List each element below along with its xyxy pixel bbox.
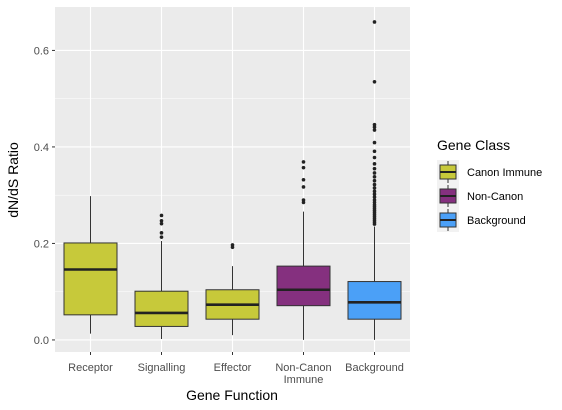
x-tick-label: Background: [345, 362, 404, 374]
outlier-point: [301, 160, 306, 164]
outlier-point: [372, 198, 377, 202]
box-group: [347, 20, 402, 340]
box-group: [63, 196, 118, 334]
legend-label: Canon Immune: [467, 167, 542, 179]
legend-title: Gene Class: [437, 137, 510, 153]
outlier-point: [230, 243, 235, 247]
outlier-point: [372, 182, 377, 187]
box-iqr: [63, 242, 118, 316]
box-group: [134, 213, 189, 339]
x-tick-label: Non-Canon: [275, 362, 331, 374]
outlier-point: [372, 189, 377, 194]
outlier-point: [372, 178, 377, 183]
outlier-point: [159, 235, 164, 239]
x-tick-label: Immune: [284, 374, 324, 386]
y-tick-label: 0.0: [34, 335, 49, 347]
outlier-point: [159, 218, 164, 223]
y-tick-label: 0.2: [34, 238, 49, 250]
outlier-point: [372, 166, 377, 171]
outlier-point: [301, 185, 306, 189]
outlier-point: [372, 140, 377, 145]
box-group: [205, 243, 260, 336]
box-iqr: [134, 290, 189, 327]
outlier-point: [372, 155, 377, 160]
outlier-point: [372, 195, 377, 199]
outlier-point: [372, 20, 377, 24]
outlier-point: [372, 122, 377, 127]
outlier-point: [301, 177, 306, 182]
x-tick-label: Signalling: [138, 362, 186, 374]
x-tick-label: Effector: [214, 362, 252, 374]
outlier-point: [372, 171, 377, 175]
outlier-point: [372, 175, 377, 179]
y-tick-label: 0.4: [34, 142, 49, 154]
y-axis-title: dN/dS Ratio: [5, 142, 21, 218]
x-axis-title: Gene Function: [186, 387, 278, 403]
boxes: [63, 20, 402, 340]
outlier-point: [372, 79, 377, 84]
outlier-point: [372, 128, 377, 132]
legend-label: Non-Canon: [467, 191, 523, 203]
box-iqr: [276, 265, 331, 307]
y-tick-label: 0.6: [34, 45, 49, 57]
outlier-point: [159, 213, 164, 218]
outlier-point: [372, 186, 377, 190]
outlier-point: [159, 221, 164, 226]
legend-label: Background: [467, 215, 526, 227]
box-group: [276, 160, 331, 340]
outlier-point: [301, 198, 306, 202]
box-iqr: [347, 281, 402, 320]
axes: 0.0 0.2 0.4 0.6 Receptor Signalling Effector No…: [34, 45, 404, 386]
outlier-point: [301, 165, 306, 170]
legend: Gene Class Canon Immune Non-Canon Backgrou…: [437, 137, 542, 232]
outlier-point: [372, 192, 377, 197]
x-tick-label: Receptor: [68, 362, 113, 374]
outlier-point: [159, 231, 164, 235]
outlier-point: [372, 149, 377, 154]
outlier-point: [372, 162, 377, 166]
